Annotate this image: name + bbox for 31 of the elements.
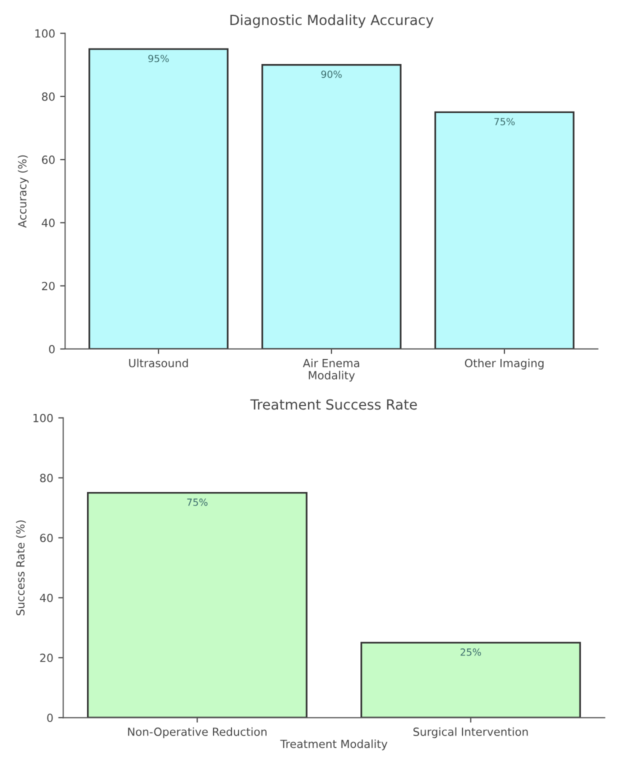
y-tick-label: 100 bbox=[34, 414, 53, 422]
bar bbox=[261, 64, 402, 349]
x-tick-label: Air Enema bbox=[302, 358, 360, 368]
y-tick-label: 40 bbox=[42, 218, 55, 228]
data-label: 75% bbox=[494, 118, 515, 126]
x-axis-title: Modality bbox=[308, 370, 355, 382]
y-tick-label: 20 bbox=[42, 282, 55, 290]
y-tick-label: 0 bbox=[49, 344, 55, 354]
x-axis-title: Treatment Modality bbox=[280, 740, 388, 750]
y-tick-label: 100 bbox=[35, 29, 55, 38]
y-axis-title: Accuracy (%) bbox=[18, 155, 29, 228]
y-tick-label: 40 bbox=[40, 594, 53, 602]
data-label: 25% bbox=[460, 648, 481, 656]
bar bbox=[88, 48, 229, 349]
chart-title: Diagnostic Modality Accuracy bbox=[230, 14, 434, 28]
y-tick-label: 80 bbox=[42, 92, 55, 101]
bar bbox=[434, 111, 574, 349]
x-tick-label: Non-Operative Reduction bbox=[128, 727, 266, 738]
data-label: 95% bbox=[148, 54, 169, 62]
data-label: 90% bbox=[321, 70, 342, 78]
y-tick-label: 80 bbox=[40, 474, 53, 482]
y-tick-label: 0 bbox=[47, 714, 53, 722]
chart-title: Treatment Success Rate bbox=[250, 399, 417, 410]
y-tick-label: 60 bbox=[42, 156, 55, 164]
x-tick-label: Ultrasound bbox=[129, 358, 188, 368]
x-tick-label: Other Imaging bbox=[464, 358, 544, 370]
y-tick-label: 20 bbox=[40, 654, 53, 662]
y-tick-label: 60 bbox=[40, 534, 53, 542]
x-tick-label: Surgical Intervention bbox=[413, 727, 528, 738]
y-axis-title: Success Rate (%) bbox=[16, 520, 26, 616]
data-label: 75% bbox=[187, 498, 208, 506]
